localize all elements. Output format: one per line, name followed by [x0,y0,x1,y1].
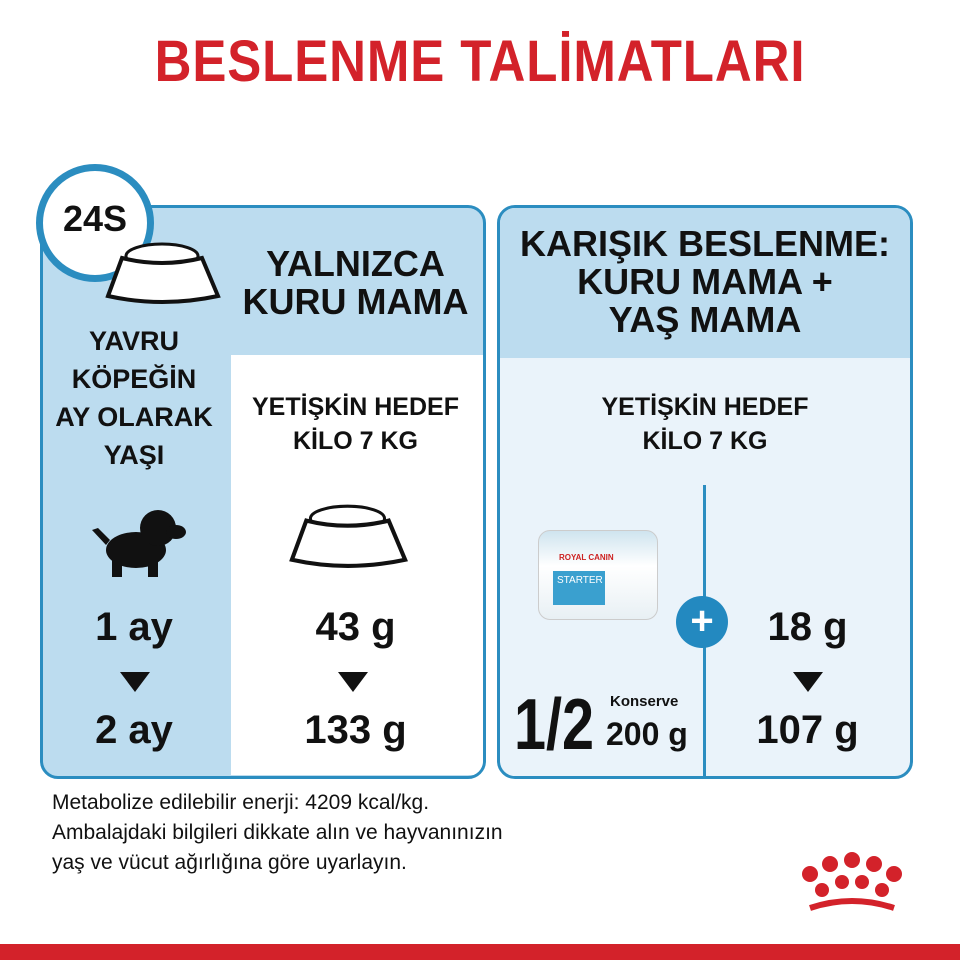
food-bowl-icon [289,504,408,568]
bottom-red-bar [0,944,960,960]
mixed-header-bg [500,208,910,358]
can-unit: Konserve [610,693,679,710]
dry-only-to: 133 g [304,708,407,752]
dry-only-from: 43 g [315,605,396,649]
footer-note: Metabolize edilebilir enerji: 4209 kcal/… [52,788,503,878]
heading-line: KURU MAMA + [577,261,833,302]
can-product: STARTER [553,571,605,605]
dry-only-heading: YALNIZCA KURU MAMA [228,245,483,321]
clock-label: 24S [62,198,128,239]
mixed-dry-from: 18 g [767,605,848,649]
heading-line: AY OLARAK [55,402,213,432]
wet-food-can-image: ROYAL CANIN STARTER [538,530,658,620]
mixed-heading: KARIŞIK BESLENME: KURU MAMA + YAŞ MAMA [497,225,913,339]
heading-line: YAVRU [88,326,180,356]
plus-icon: + [676,596,728,648]
arrow-down-icon [338,672,368,692]
dry-only-target: YETİŞKİN HEDEF KİLO 7 KG [228,390,483,458]
footer-line: Ambalajdaki bilgileri dikkate alın ve ha… [52,821,503,844]
royal-canin-crown-logo [802,852,902,911]
age-from: 1 ay [95,605,173,649]
can-weight: 200 g [606,716,688,752]
heading-line: YAŞ MAMA [608,299,802,340]
puppy-icon [92,510,186,577]
heading-line: KÖPEĞİN [71,364,197,394]
mixed-dry-to: 107 g [756,708,859,752]
mixed-panel [497,205,913,779]
can-fraction: 1/2 [514,685,595,765]
heading-line: KARIŞIK BESLENME: [519,223,891,264]
heading-line: YAŞI [103,440,165,470]
page-title: BESLENME TALİMATLARI [154,29,806,94]
target-line: KİLO 7 KG [292,427,418,455]
dry-only-panel [40,205,486,779]
can-brand: ROYAL CANIN [559,553,614,562]
target-line: YETİŞKİN HEDEF [252,393,459,421]
age-to: 2 ay [95,708,173,752]
age-heading: YAVRU KÖPEĞİN AY OLARAK YAŞI [40,322,228,474]
heading-line: YALNIZCA [266,243,445,284]
mixed-target: YETİŞKİN HEDEF KİLO 7 KG [497,390,913,458]
target-line: KİLO 7 KG [642,427,768,455]
arrow-down-icon [793,672,823,692]
arrow-down-icon [120,672,150,692]
footer-line: Metabolize edilebilir enerji: 4209 kcal/… [52,791,430,814]
footer-line: yaş ve vücut ağırlığına göre uyarlayın. [52,851,407,874]
heading-line: KURU MAMA [242,281,469,322]
target-line: YETİŞKİN HEDEF [601,393,809,421]
food-bowl-icon [105,242,221,304]
